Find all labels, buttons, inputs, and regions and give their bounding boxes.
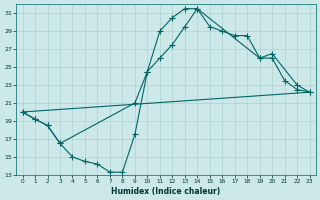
X-axis label: Humidex (Indice chaleur): Humidex (Indice chaleur) bbox=[111, 187, 221, 196]
